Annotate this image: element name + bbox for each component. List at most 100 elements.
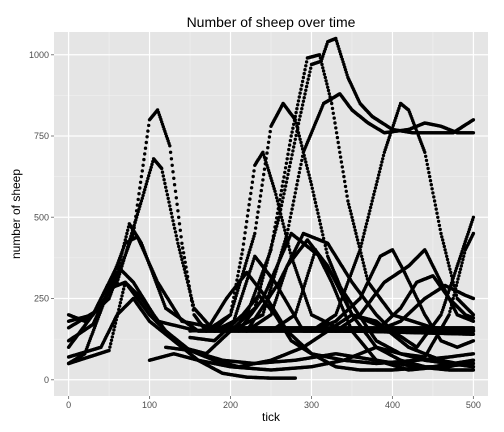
data-point [283,184,288,188]
data-point [122,256,127,260]
data-point [249,191,253,196]
data-point [164,185,168,189]
data-point [298,91,302,95]
data-point [164,189,169,193]
data-point [269,245,273,250]
data-point [132,223,136,228]
data-point [170,215,174,219]
data-point [242,267,246,271]
data-point [301,75,306,80]
data-point [309,179,313,184]
data-point [245,258,249,263]
data-point [282,175,286,179]
data-point [299,87,303,91]
data-point [229,310,233,314]
data-point [324,79,328,83]
data-point [134,215,139,219]
data-point [121,287,126,291]
data-point [283,170,287,175]
data-point [143,146,148,150]
data-point [341,170,345,174]
data-point [296,121,301,126]
data-point [235,278,239,282]
data-point [113,324,117,329]
data-point [300,144,304,148]
data-point [302,71,306,76]
data-point [363,267,367,271]
data-point [275,224,279,228]
data-point [279,193,283,197]
data-point [337,145,341,150]
data-point [181,261,185,265]
data-point [136,197,140,202]
data-point [327,92,331,96]
data-point [175,237,179,242]
data-point [261,178,265,182]
data-point [259,188,263,193]
data-point [336,140,340,145]
data-point [268,174,272,178]
data-point [109,342,113,346]
data-point [291,126,295,130]
data-point [305,166,310,171]
data-point [304,88,308,93]
data-point [249,242,254,246]
data-point [249,245,253,249]
data-point [273,189,277,193]
data-point [231,304,235,309]
data-point [296,103,300,107]
data-point [116,277,120,282]
data-point [287,147,291,152]
data-point [334,131,339,135]
data-point [278,198,282,202]
data-point [251,174,255,179]
data-point [176,209,180,213]
data-point [280,200,284,204]
data-point [140,169,144,173]
data-point [292,118,297,123]
data-point [304,160,308,164]
data-point [309,66,313,70]
data-point [272,187,276,191]
data-point [338,155,343,159]
data-point [243,264,247,268]
data-point [286,152,290,156]
data-point [114,318,119,322]
data-point [289,134,293,138]
data-point [112,328,116,332]
data-point [306,77,310,81]
data-point [276,218,280,222]
data-point [300,107,304,111]
data-point [281,179,285,184]
data-point [244,261,248,265]
data-point [364,270,368,275]
data-point [308,176,312,180]
data-point [273,230,277,235]
data-point [275,221,280,225]
data-point [121,261,125,265]
data-point [248,197,252,201]
data-point [304,163,309,167]
data-point [258,194,263,198]
data-point [362,264,366,268]
data-point [246,253,250,257]
data-point [317,53,322,57]
data-point [239,256,243,261]
data-point [277,215,281,219]
data-point [149,165,153,169]
data-point [183,270,187,275]
data-point [244,225,248,229]
data-point [298,137,302,141]
data-point [174,234,178,238]
data-point [288,251,293,255]
data-point [321,233,325,237]
data-point [262,172,266,177]
data-point [135,212,140,217]
data-point [138,204,142,209]
data-point [267,171,272,175]
data-point [185,277,189,281]
data-point [123,238,128,242]
data-point [124,250,128,255]
data-point [173,230,178,234]
